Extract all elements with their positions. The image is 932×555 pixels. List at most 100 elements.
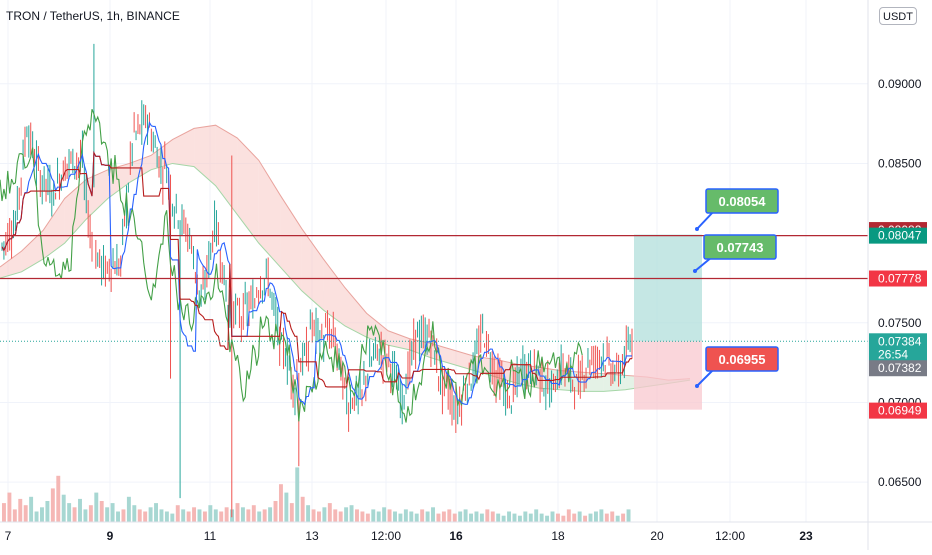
cloud-segment <box>560 370 583 392</box>
volume-bar <box>550 511 555 522</box>
volume-bar <box>295 467 300 522</box>
price-axis[interactable]: 0.090000.085000.075000.070000.065000.080… <box>867 0 927 550</box>
volume-bar <box>224 507 229 522</box>
price-tick-label: 0.08500 <box>878 156 922 170</box>
volume-bar <box>615 515 620 522</box>
volume-bar <box>317 511 321 522</box>
volume-bar <box>78 498 82 522</box>
volume-bar <box>566 509 571 522</box>
volume-bar <box>257 511 262 522</box>
volume-bar <box>251 505 256 522</box>
volume-bar <box>355 509 359 522</box>
price-label-text: 0.07778 <box>878 272 922 286</box>
volume-bar <box>414 513 419 522</box>
volume-bar <box>463 509 468 522</box>
lagging-span-line <box>0 108 583 423</box>
cloud-segment <box>345 287 367 338</box>
volume-bar <box>425 511 430 522</box>
volume-bar <box>83 509 88 522</box>
volume-bar <box>121 509 126 522</box>
volume-bar <box>116 511 120 522</box>
volume-bar <box>262 509 267 522</box>
volume-bar <box>496 513 501 522</box>
price-label-box <box>869 402 927 419</box>
volume-bar <box>235 503 240 522</box>
volume-bar <box>40 507 44 522</box>
position-zones <box>634 234 702 410</box>
indicator-lines <box>0 108 632 423</box>
cloud-segment <box>86 169 108 220</box>
stop-zone <box>634 341 702 410</box>
volume-bar <box>322 507 327 522</box>
cloud-segment <box>323 259 345 326</box>
volume-bar <box>148 507 153 522</box>
price-label-box <box>869 346 927 363</box>
time-tick-label: 20 <box>650 529 664 543</box>
volume-bar <box>528 513 533 522</box>
volume-bar <box>175 505 180 522</box>
time-tick-label: 18 <box>551 529 565 543</box>
time-axis[interactable]: 7 9 11 13 12:00 16 18 20 12:00 23 <box>0 521 932 543</box>
volume-bar <box>545 515 550 522</box>
volume-bar <box>365 513 370 522</box>
price-tick-label: 0.07500 <box>878 316 922 330</box>
cloud-segment <box>43 198 65 260</box>
volume-bar <box>583 515 588 522</box>
volume-bar <box>154 503 158 522</box>
cloud-segment <box>150 139 173 170</box>
chart-title: TRON / TetherUS, 1h, BINANCE <box>6 9 180 23</box>
currency-button[interactable]: USDT <box>879 7 917 25</box>
volume-bar <box>441 511 446 522</box>
time-tick-label: 9 <box>107 529 114 543</box>
volume-bar <box>208 505 213 522</box>
annotation-box <box>705 346 779 372</box>
volume-bar <box>376 511 381 522</box>
volume-bar <box>137 509 142 522</box>
volume-bar <box>333 509 338 522</box>
volume-bar <box>284 492 289 522</box>
time-tick-label: 7 <box>5 529 12 543</box>
volume-bar <box>572 513 577 522</box>
price-label-text: 0.07382 <box>878 361 922 375</box>
volume-bar <box>626 509 631 522</box>
volume-bar <box>371 509 376 522</box>
volume-bar <box>436 513 441 522</box>
volume-bar <box>164 511 169 522</box>
annotation-label: 0.08054 <box>719 194 767 209</box>
time-tick-label: 13 <box>305 529 319 543</box>
volume-bar <box>105 507 110 522</box>
volume-bar <box>360 511 365 522</box>
price-label-box <box>869 333 927 350</box>
volume-bar <box>202 511 207 522</box>
price-label-box <box>869 270 927 287</box>
volume-bar <box>126 496 131 522</box>
price-label-text: 0.06949 <box>878 404 922 418</box>
price-label-text: 0.08047 <box>878 229 922 243</box>
cloud-segment <box>21 230 44 272</box>
volume-bar <box>469 513 473 522</box>
cloud-segment <box>409 338 432 358</box>
volume-bar <box>34 511 39 522</box>
volume-bar <box>246 509 251 522</box>
cloud-segment <box>603 373 626 392</box>
volume-bar <box>349 505 354 522</box>
volume-bar <box>186 511 191 522</box>
volume-bar <box>72 507 77 522</box>
annotation-label: 0.06955 <box>719 352 766 367</box>
volume-bar <box>621 513 626 522</box>
annotations: 0.08054 0.07743 0.06955 <box>693 188 779 388</box>
annotation-pointer <box>696 210 715 230</box>
time-tick-label: 16 <box>449 529 463 543</box>
volume-bar <box>512 513 517 522</box>
volume-bar <box>278 484 283 522</box>
volume-bar <box>56 475 61 522</box>
target-zone <box>634 234 702 342</box>
volume-bar <box>306 505 311 522</box>
annotation-box <box>705 188 779 214</box>
volume-bar <box>88 505 93 522</box>
volume-bar <box>61 494 66 522</box>
volume-bar <box>403 509 408 522</box>
volume-bar <box>523 511 528 522</box>
